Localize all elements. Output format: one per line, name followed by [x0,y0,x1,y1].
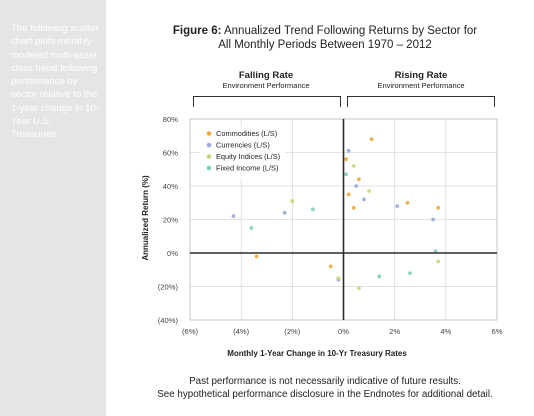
rising-rate-bracket [347,96,495,107]
y-axis-label: Annualized Return (%) [141,175,150,261]
data-point [282,210,287,215]
data-point [395,204,400,209]
y-tick-label: 20% [163,216,178,225]
x-tick-label: 4% [440,327,451,336]
data-point [367,189,371,193]
data-point [290,199,295,203]
data-point [351,164,356,168]
legend-marker [206,165,212,171]
x-tick-label: 6% [492,327,503,336]
legend-marker [206,131,212,136]
rising-rate-title: Rising Rate [394,70,448,81]
data-point [336,276,341,281]
data-point [310,207,315,212]
data-point [362,197,366,202]
data-point [344,172,348,177]
sidebar-panel: The following scatter chart plots monthl… [0,0,106,416]
rising-rate-subtitle: Environment Performance [377,81,465,90]
legend-entry: Commodities (L/S) [216,129,277,138]
data-point [249,225,254,230]
chart-legend: Commodities (L/S) Currencies (L/S) Equity … [200,127,286,179]
rising-rate-label: Rising Rate Environment Performance [351,70,491,91]
data-point [346,148,351,153]
sidebar-description: The following scatter chart plots monthl… [11,23,99,141]
legend-marker [206,154,212,159]
data-point [436,205,441,210]
y-tick-label: (40%) [158,316,179,325]
data-point [254,254,259,259]
x-axis-label: Monthly 1-Year Change in 10-Yr Treasury … [227,349,407,358]
legend-entry: Currencies (L/S) [216,141,270,150]
y-tick-label: (20%) [158,283,179,292]
legend-entry: Fixed Income (L/S) [216,164,278,173]
footer-line-1: Past performance is not necessarily indi… [189,376,461,387]
data-point [328,264,333,269]
data-point [356,286,361,291]
data-point [408,271,412,275]
y-tick-label: 40% [163,182,178,191]
data-point [369,137,374,142]
falling-rate-label: Falling Rate Environment Performance [196,70,336,91]
x-tick-label: 2% [389,327,400,336]
x-tick-label: 0% [338,327,349,336]
figure-label: Figure 6: [172,25,222,37]
x-tick-label: (4%) [233,327,250,336]
falling-rate-bracket [193,96,341,107]
data-point [231,214,236,219]
data-point [356,177,361,182]
y-tick-label: 80% [163,115,178,124]
x-tick-label: (2%) [284,327,301,336]
figure-title-text: Annualized Trend Following Returns by Se… [223,25,478,37]
data-point [405,200,410,205]
figure-title-line2: All Monthly Periods Between 1970 – 2012 [218,39,432,51]
y-tick-label: 60% [163,149,178,158]
data-point [351,205,356,210]
figure-title: Figure 6: Annualized Trend Following Ret… [150,24,500,52]
data-point [346,192,351,197]
footer-line-2: See hypothetical performance disclosure … [157,389,493,400]
legend-marker [206,142,212,148]
x-tick-label: (6%) [182,327,199,336]
legend-box [200,127,286,179]
data-point [377,274,382,279]
data-point [344,157,348,162]
data-point [354,184,359,188]
chart-axes: 80% 60% 40% 20% 0% (20%) (40%)(6%) (4%) (2%) 0% 2%… [158,115,503,336]
y-tick-label: 0% [167,249,178,258]
falling-rate-subtitle: Environment Performance [222,81,310,90]
data-point [431,217,435,222]
data-point [436,259,441,264]
legend-entry: Equity Indices (L/S) [216,152,280,161]
footer-disclaimer: Past performance is not necessarily indi… [150,375,500,401]
falling-rate-title: Falling Rate [238,70,294,81]
